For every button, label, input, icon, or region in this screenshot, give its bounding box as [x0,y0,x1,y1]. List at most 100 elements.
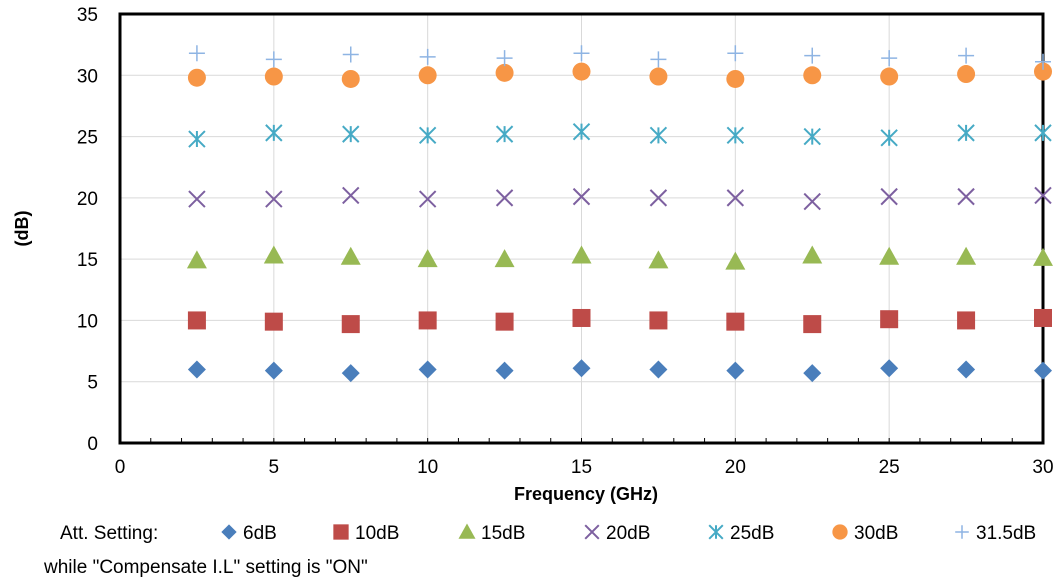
legend: Att. Setting: 6dB 10dB 15dB 20dB 25dB 30dB 31.… [60,523,1036,544]
data-point [881,50,898,67]
data-point [726,312,745,331]
data-point [265,124,283,142]
data-point [880,129,898,147]
data-point [572,122,591,141]
data-point [341,364,360,383]
data-point [708,524,724,540]
legend-item-6dB: 6dB [221,523,277,544]
data-point [957,311,976,330]
series-31.5dB [188,45,1051,70]
data-point [572,62,591,81]
data-point [496,50,513,67]
data-point [649,189,668,207]
legend-item-30dB: 30dB [832,523,898,544]
x-tick-label: 5 [269,457,280,478]
data-point [187,68,206,87]
legend-label: 31.5dB [976,523,1036,544]
y-tick-label: 35 [77,5,98,26]
data-point [495,125,514,143]
data-point [571,245,592,264]
data-point [803,315,822,334]
data-point [495,189,514,207]
series-layer [186,45,1053,383]
data-point [803,66,822,85]
data-point [188,45,205,62]
data-point [188,130,206,148]
data-point [263,245,284,264]
data-point [1034,124,1052,142]
data-point [418,126,437,145]
data-point [803,364,822,383]
data-point [264,312,283,331]
data-point [495,312,514,331]
legend-item-15dB: 15dB [458,523,525,544]
data-point [880,187,898,206]
legend-label: 25dB [730,523,774,544]
data-point [958,47,975,64]
data-point [1033,247,1053,266]
legend-label: 6dB [243,523,277,544]
legend-item-31.5dB: 31.5dB [955,523,1036,544]
series-30dB [187,62,1052,88]
data-point [803,127,821,146]
data-point [726,69,745,88]
data-point [880,67,899,86]
series-6dB [187,359,1052,383]
x-tick-label: 0 [115,457,126,478]
data-point [495,63,514,82]
y-axis-title: (dB) [12,211,32,247]
x-tick-label: 25 [879,457,900,478]
y-tick-label: 5 [87,373,98,394]
y-tick-label: 20 [77,189,98,210]
data-point [649,360,668,379]
legend-item-20dB: 20dB [584,523,650,544]
data-point [726,189,745,207]
y-tick-label: 15 [77,250,98,271]
data-point [418,66,437,85]
y-tick-label: 0 [87,434,98,455]
x-axis-ticks: 0 5 10 15 20 25 30 [115,438,1054,478]
data-point [649,67,668,86]
footnote: while "Compensate I.L" setting is "ON" [43,557,368,578]
data-point [188,190,206,208]
x-tick-label: 10 [417,457,438,478]
data-point [342,186,360,205]
legend-item-10dB: 10dB [333,523,399,544]
data-point [340,246,361,265]
data-point [572,308,591,327]
legend-label: 20dB [606,523,650,544]
y-axis-ticks: 0 5 10 15 20 25 30 35 [77,5,98,455]
legend-label: 15dB [481,523,525,544]
data-point [341,69,360,88]
data-point [957,65,976,84]
data-point [495,361,514,380]
data-point [186,250,207,269]
legend-label: 10dB [355,523,399,544]
data-point [264,361,283,380]
data-point [725,251,746,270]
data-point [584,524,600,540]
data-point [1034,361,1052,380]
data-point [417,249,438,268]
data-point [649,311,668,330]
data-point [1034,186,1052,205]
data-point [187,311,206,330]
data-point [802,245,823,264]
data-point [265,51,282,68]
data-point [726,361,745,380]
data-point [333,524,349,540]
data-point [494,249,515,268]
data-point [648,250,669,269]
data-point [957,360,976,379]
data-point [573,45,590,62]
y-tick-label: 30 [77,66,98,87]
data-point [727,45,744,62]
data-point [458,523,476,539]
data-point [803,192,821,211]
data-point [572,187,591,206]
series-20dB [188,186,1052,211]
data-point [572,359,591,378]
data-point [419,48,436,65]
data-point [1034,62,1052,81]
